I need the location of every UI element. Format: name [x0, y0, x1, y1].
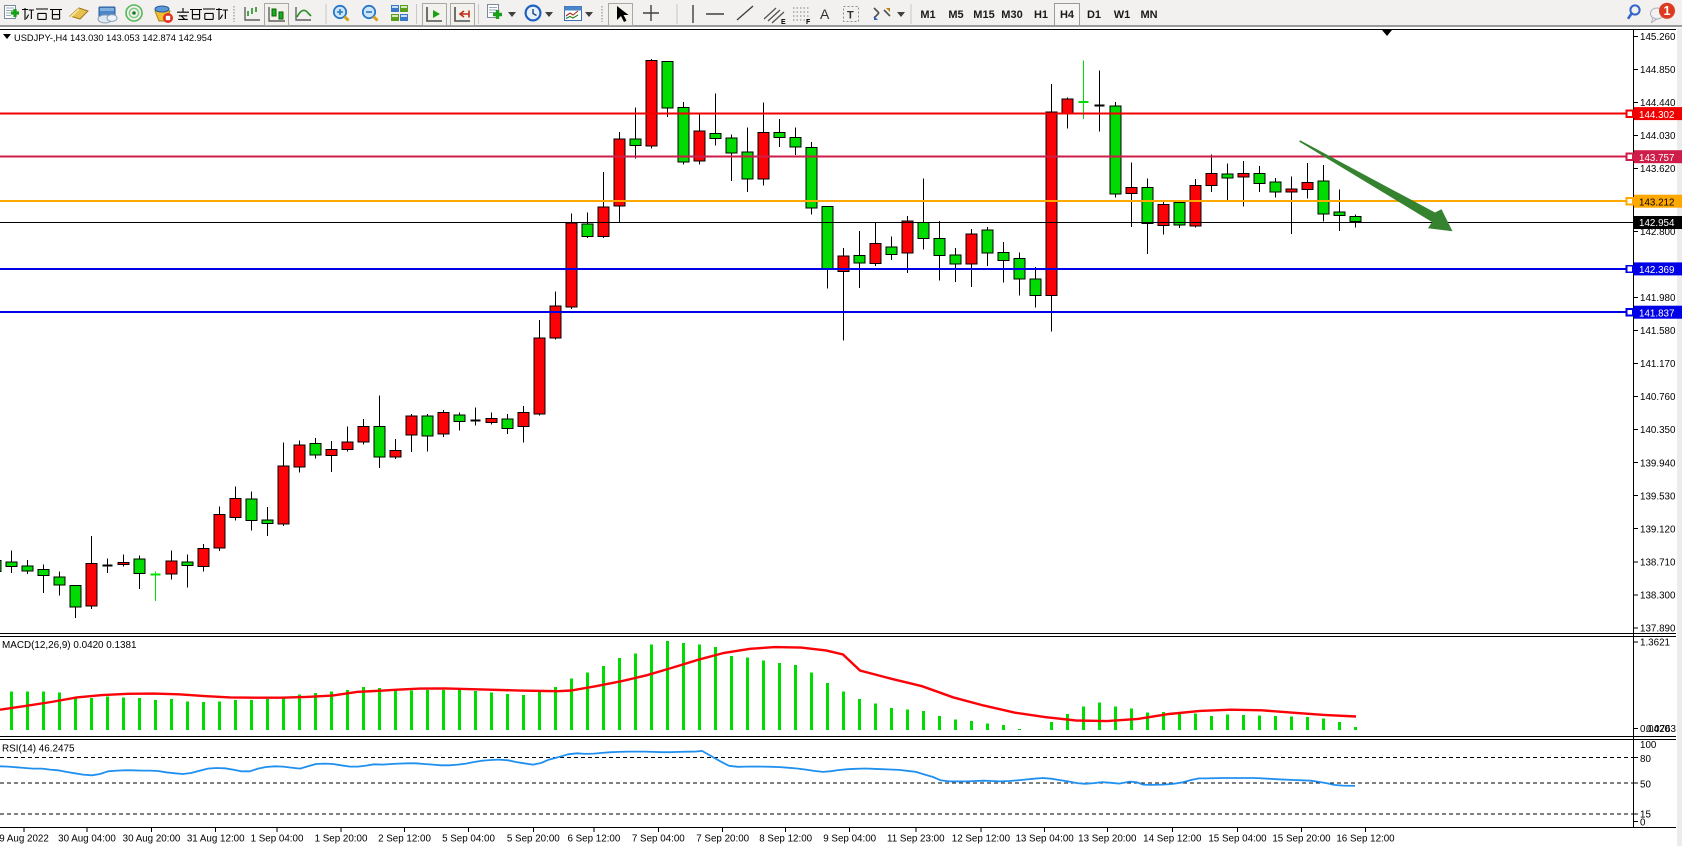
- svg-text:15 Sep 04:00: 15 Sep 04:00: [1208, 834, 1267, 845]
- svg-text:H1: H1: [1034, 9, 1048, 21]
- svg-text:9 Aug 2022: 9 Aug 2022: [0, 834, 49, 845]
- svg-text:7 Sep 04:00: 7 Sep 04:00: [632, 834, 685, 845]
- svg-text:0.0763: 0.0763: [1646, 724, 1677, 735]
- svg-text:140.760: 140.760: [1640, 392, 1676, 403]
- svg-text:6 Sep 12:00: 6 Sep 12:00: [567, 834, 620, 845]
- svg-text:15 Sep 20:00: 15 Sep 20:00: [1272, 834, 1331, 845]
- svg-text:1.3621: 1.3621: [1640, 638, 1670, 649]
- svg-text:138.300: 138.300: [1640, 590, 1676, 601]
- svg-text:137.890: 137.890: [1640, 623, 1676, 634]
- svg-text:142.954: 142.954: [1639, 218, 1675, 229]
- svg-text:139.120: 139.120: [1640, 524, 1676, 535]
- svg-text:A: A: [820, 6, 830, 22]
- svg-text:RSI(14) 46.2475: RSI(14) 46.2475: [2, 744, 75, 755]
- svg-text:145.260: 145.260: [1640, 32, 1676, 43]
- svg-text:143.620: 143.620: [1640, 164, 1676, 175]
- svg-text:142.800: 142.800: [1640, 227, 1676, 238]
- svg-text:143.212: 143.212: [1639, 197, 1674, 208]
- svg-text:8 Sep 12:00: 8 Sep 12:00: [759, 834, 812, 845]
- svg-text:12 Sep 12:00: 12 Sep 12:00: [952, 834, 1011, 845]
- svg-text:1: 1: [1664, 4, 1671, 18]
- svg-text:5 Sep 20:00: 5 Sep 20:00: [507, 834, 560, 845]
- svg-text:16 Sep 12:00: 16 Sep 12:00: [1336, 834, 1395, 845]
- svg-text:USDJPY-,H4 143.030 143.053 14: USDJPY-,H4 143.030 143.053 142.874 142.9…: [14, 33, 212, 43]
- svg-text:W1: W1: [1114, 9, 1131, 21]
- svg-text:F: F: [806, 19, 811, 26]
- svg-text:M1: M1: [920, 9, 935, 21]
- svg-text:D1: D1: [1087, 9, 1101, 21]
- svg-text:139.940: 139.940: [1640, 458, 1676, 469]
- svg-text:M30: M30: [1001, 9, 1022, 21]
- svg-text:141.580: 141.580: [1640, 326, 1676, 337]
- svg-text:1 Sep 04:00: 1 Sep 04:00: [251, 834, 304, 845]
- svg-text:15: 15: [1640, 810, 1651, 821]
- svg-text:M15: M15: [973, 9, 994, 21]
- svg-text:M5: M5: [948, 9, 963, 21]
- svg-text:0: 0: [1640, 817, 1646, 828]
- svg-text:139.530: 139.530: [1640, 491, 1676, 502]
- svg-text:144.440: 144.440: [1640, 98, 1676, 109]
- svg-text:141.837: 141.837: [1639, 308, 1674, 319]
- svg-text:2 Sep 12:00: 2 Sep 12:00: [378, 834, 431, 845]
- svg-text:H4: H4: [1060, 9, 1075, 21]
- svg-text:144.850: 144.850: [1640, 65, 1676, 76]
- svg-text:100: 100: [1640, 740, 1657, 751]
- svg-text:144.030: 144.030: [1640, 131, 1676, 142]
- svg-text:80: 80: [1640, 754, 1651, 765]
- svg-text:30 Aug 20:00: 30 Aug 20:00: [123, 834, 181, 845]
- svg-text:144.302: 144.302: [1639, 110, 1674, 121]
- svg-text:140.350: 140.350: [1640, 425, 1676, 436]
- svg-text:13 Sep 04:00: 13 Sep 04:00: [1015, 834, 1074, 845]
- svg-text:7 Sep 20:00: 7 Sep 20:00: [696, 834, 749, 845]
- svg-text:1 Sep 20:00: 1 Sep 20:00: [315, 834, 368, 845]
- svg-text:0.0420: 0.0420: [1640, 724, 1671, 735]
- svg-text:143.757: 143.757: [1639, 153, 1674, 164]
- svg-text:9 Sep 04:00: 9 Sep 04:00: [823, 834, 876, 845]
- svg-text:141.170: 141.170: [1640, 359, 1676, 370]
- svg-text:50: 50: [1640, 780, 1651, 791]
- svg-text:E: E: [781, 19, 786, 26]
- svg-text:138.710: 138.710: [1640, 557, 1676, 568]
- svg-text:MN: MN: [1140, 9, 1157, 21]
- svg-text:30 Aug 04:00: 30 Aug 04:00: [58, 834, 116, 845]
- svg-text:142.369: 142.369: [1639, 265, 1674, 276]
- svg-text:5 Sep 04:00: 5 Sep 04:00: [442, 834, 495, 845]
- svg-text:14 Sep 12:00: 14 Sep 12:00: [1143, 834, 1202, 845]
- svg-text:31 Aug 12:00: 31 Aug 12:00: [187, 834, 245, 845]
- svg-text:11 Sep 23:00: 11 Sep 23:00: [887, 834, 945, 845]
- svg-text:13 Sep 20:00: 13 Sep 20:00: [1078, 834, 1137, 845]
- svg-text:141.980: 141.980: [1640, 293, 1676, 304]
- svg-text:T: T: [847, 10, 854, 22]
- svg-text:MACD(12,26,9) 0.0420 0.1381: MACD(12,26,9) 0.0420 0.1381: [2, 640, 137, 651]
